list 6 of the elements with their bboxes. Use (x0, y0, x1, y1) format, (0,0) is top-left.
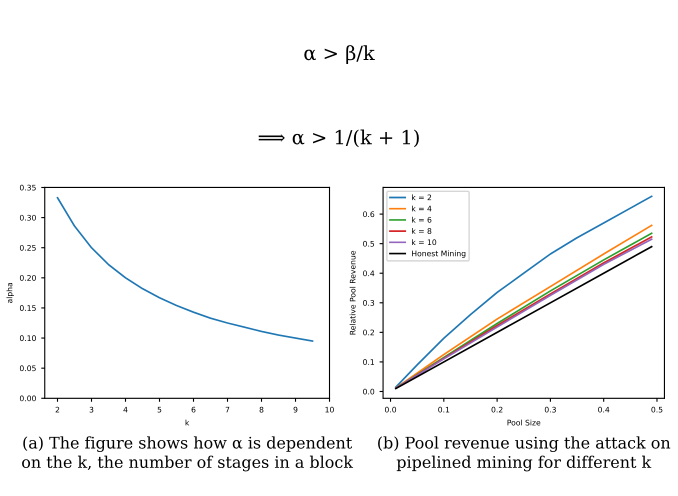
text: (a) The figure shows how α is dependent on the k, the number of stages in a block (22, 436, 354, 472)
text: α > β/k (304, 45, 375, 64)
text: (b) Pool revenue using the attack on pipelined mining for different k (378, 436, 670, 472)
line-series (56, 196, 314, 342)
text: ⟹ α > 1/(k + 1) (258, 129, 419, 148)
line-series (395, 196, 652, 388)
